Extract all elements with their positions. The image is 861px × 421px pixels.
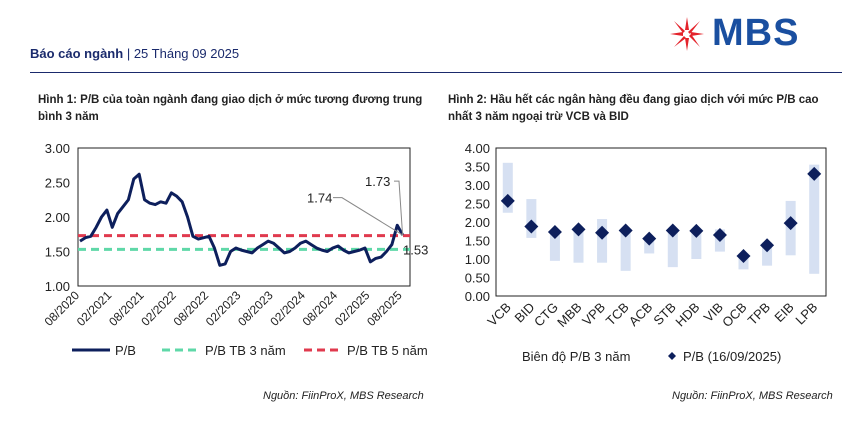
section-name: Báo cáo ngành	[30, 46, 124, 61]
pb-marker	[665, 223, 680, 238]
x-tick-label: EIB	[771, 300, 796, 325]
y-tick-label: 2.00	[45, 210, 70, 225]
range-bar	[597, 219, 608, 263]
y-tick-label: 0.50	[465, 271, 490, 286]
pb-line-chart: 1.001.502.002.503.0008/202002/202108/202…	[42, 141, 429, 358]
pb-marker	[783, 216, 798, 231]
y-tick-label: 2.50	[465, 197, 490, 212]
x-tick-label: TCB	[603, 300, 632, 329]
range-bar	[573, 229, 584, 263]
y-tick-label: 3.00	[45, 141, 70, 156]
legend-diamond-icon	[668, 352, 676, 360]
pb-marker	[571, 222, 586, 237]
bank-pb-range-chart: 0.000.501.001.502.002.503.003.504.00VCBB…	[465, 141, 827, 364]
pb-marker	[736, 249, 751, 264]
annotation-leader	[394, 180, 404, 236]
pb-marker	[807, 166, 822, 181]
x-tick-label: 08/2025	[364, 288, 405, 329]
legend-label: P/B	[115, 343, 136, 358]
separator: |	[126, 46, 131, 61]
y-tick-label: 1.00	[465, 252, 490, 267]
range-bar	[620, 230, 631, 271]
report-header: Báo cáo ngành | 25 Tháng 09 2025	[30, 46, 239, 61]
legend-label: P/B TB 3 năm	[205, 343, 286, 358]
pb-marker	[547, 224, 562, 239]
header-divider	[30, 72, 842, 73]
annotation-label: 1.73	[365, 174, 390, 189]
star-logo-icon	[670, 16, 704, 51]
legend-label: P/B TB 5 năm	[347, 343, 428, 358]
y-tick-label: 0.00	[465, 289, 490, 304]
pb-marker	[712, 227, 727, 242]
range-bar	[526, 199, 537, 238]
figure1-source: Nguồn: FiinProX, MBS Research	[263, 390, 424, 402]
x-tick-label: CTG	[531, 300, 561, 330]
x-tick-label: TPB	[745, 300, 773, 328]
range-bar	[502, 162, 513, 213]
x-tick-label: HDB	[672, 300, 702, 330]
pb-series-line	[79, 172, 404, 267]
pb-marker	[500, 193, 515, 208]
y-tick-label: 2.00	[465, 215, 490, 230]
range-bar	[549, 231, 560, 261]
pb-marker	[618, 223, 633, 238]
plot-frame	[77, 147, 411, 287]
y-tick-label: 1.50	[45, 245, 70, 260]
pb-marker	[642, 231, 657, 246]
range-bar	[667, 229, 678, 268]
y-tick-label: 3.00	[465, 178, 490, 193]
x-tick-label: LPB	[792, 300, 820, 328]
annotation-label: 1.74	[307, 191, 332, 206]
y-tick-label: 1.50	[465, 234, 490, 249]
range-bar	[809, 164, 820, 274]
annotation-label: 1.53	[403, 242, 428, 257]
plot-frame	[495, 147, 827, 297]
pb-marker	[595, 225, 610, 240]
pb-marker	[760, 238, 775, 253]
x-tick-label: MBB	[554, 300, 585, 331]
x-tick-label: ACB	[626, 300, 656, 330]
legend-label: P/B (16/09/2025)	[683, 349, 781, 364]
y-tick-label: 3.50	[465, 160, 490, 175]
logo-text: MBS	[712, 12, 800, 54]
x-tick-label: OCB	[719, 300, 750, 331]
y-tick-label: 4.00	[465, 141, 490, 156]
range-bar	[691, 229, 702, 259]
y-tick-label: 2.50	[45, 176, 70, 191]
pb-marker	[524, 219, 539, 234]
figure1-title: Hình 1: P/B của toàn ngành đang giao dịc…	[38, 94, 423, 123]
mbs-logo: MBS	[668, 12, 799, 55]
figure2-source: Nguồn: FiinProX, MBS Research	[672, 390, 833, 402]
legend-label: Biên độ P/B 3 năm	[522, 349, 630, 364]
report-date: 25 Tháng 09 2025	[133, 46, 240, 61]
pb-marker	[689, 223, 704, 238]
annotation-leader	[333, 197, 403, 236]
y-tick-label: 1.00	[45, 279, 70, 294]
x-tick-label: VPB	[579, 300, 608, 329]
x-tick-label: STB	[650, 300, 678, 328]
range-bar	[762, 242, 773, 266]
figure2-title: Hình 2: Hầu hết các ngân hàng đều đang g…	[448, 94, 819, 123]
